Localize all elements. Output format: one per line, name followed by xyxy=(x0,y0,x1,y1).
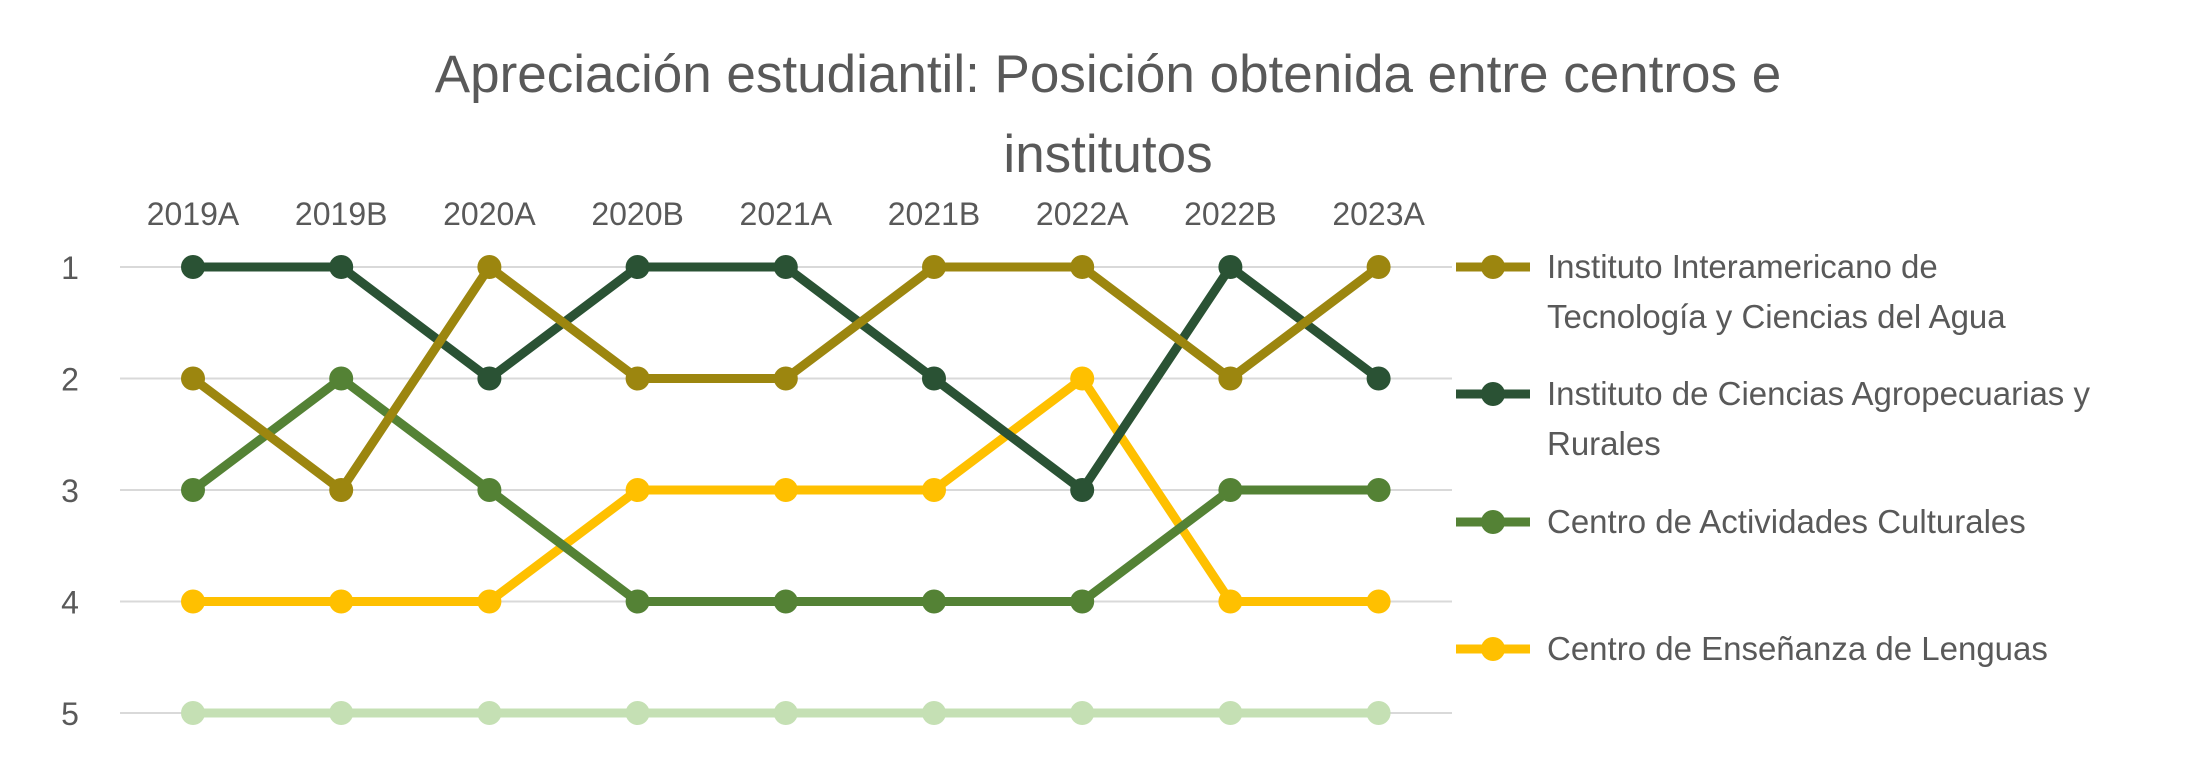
series-point xyxy=(329,478,354,502)
series-point xyxy=(1070,366,1095,391)
series-point xyxy=(329,255,354,279)
series-point xyxy=(625,255,650,279)
series-point xyxy=(181,255,205,279)
legend-swatch-marker xyxy=(1481,255,1505,279)
series-point xyxy=(625,701,650,725)
series-point xyxy=(329,366,354,391)
series-point xyxy=(922,366,946,391)
x-tick-label: 2021A xyxy=(740,196,833,232)
series-point xyxy=(1218,255,1243,279)
series-point xyxy=(773,701,798,725)
y-tick-label: 2 xyxy=(61,362,79,398)
x-tick-label: 2020A xyxy=(443,196,536,232)
x-tick-label: 2020B xyxy=(591,196,684,232)
series-point xyxy=(1218,366,1243,391)
series-point xyxy=(922,478,946,502)
series-point xyxy=(625,366,650,391)
y-tick-label: 5 xyxy=(61,696,79,732)
series-point xyxy=(625,589,650,614)
series-point xyxy=(477,478,502,502)
chart-title-line-1: Apreciación estudiantil: Posición obteni… xyxy=(435,45,1781,104)
series-point xyxy=(922,701,946,725)
series-point xyxy=(1366,366,1391,391)
series-lines xyxy=(181,255,1391,725)
series-point xyxy=(922,255,946,279)
y-axis-ticks: 1 2 3 4 5 xyxy=(61,250,79,732)
series-1 xyxy=(181,255,1391,502)
series-point xyxy=(477,255,502,279)
x-tick-label: 2022B xyxy=(1184,196,1277,232)
x-tick-label: 2021B xyxy=(888,196,981,232)
y-tick-label: 1 xyxy=(61,250,79,286)
legend-label: Tecnología y Ciencias del Agua xyxy=(1547,298,2006,335)
series-point xyxy=(1070,478,1095,502)
series-5 xyxy=(181,701,1391,725)
series-point xyxy=(1070,589,1095,614)
series-point xyxy=(773,255,798,279)
x-tick-label: 2019A xyxy=(147,196,240,232)
series-point xyxy=(181,478,205,502)
series-point xyxy=(477,589,502,614)
legend-label: Centro de Enseñanza de Lenguas xyxy=(1547,630,2048,667)
series-point xyxy=(625,478,650,502)
series-point xyxy=(1366,478,1391,502)
series-point xyxy=(181,589,205,614)
series-point xyxy=(1218,589,1243,614)
series-point xyxy=(922,589,946,614)
series-point xyxy=(1366,589,1391,614)
chart-title: Apreciación estudiantil: Posición obteni… xyxy=(435,45,1781,184)
series-point xyxy=(329,589,354,614)
series-point xyxy=(1366,255,1391,279)
legend-swatch-marker xyxy=(1481,637,1505,661)
series-point xyxy=(773,366,798,391)
series-point xyxy=(1070,255,1095,279)
legend-swatch-marker xyxy=(1481,510,1505,534)
x-tick-label: 2019B xyxy=(295,196,388,232)
series-point xyxy=(1070,701,1095,725)
series-point xyxy=(329,701,354,725)
series-point xyxy=(181,366,205,391)
series-point xyxy=(1218,478,1243,502)
series-point xyxy=(477,701,502,725)
series-point xyxy=(773,589,798,614)
series-point xyxy=(1366,701,1391,725)
legend-item: Instituto de Ciencias Agropecuarias y Rur… xyxy=(1456,375,2090,462)
x-tick-label: 2023A xyxy=(1332,196,1425,232)
series-point xyxy=(181,701,205,725)
chart-title-line-2: institutos xyxy=(1003,125,1212,184)
legend-item: Centro de Actividades Culturales xyxy=(1456,503,2026,540)
legend-swatch-marker xyxy=(1481,382,1505,406)
x-tick-label: 2022A xyxy=(1036,196,1129,232)
legend: Instituto Interamericano de Tecnología y … xyxy=(1456,248,2090,667)
series-point xyxy=(773,478,798,502)
legend-label: Centro de Actividades Culturales xyxy=(1547,503,2026,540)
y-tick-label: 3 xyxy=(61,473,79,509)
x-axis-ticks: 2019A 2019B 2020A 2020B 2021A 2021B 2022A 2022B… xyxy=(147,196,1426,232)
series-point xyxy=(477,366,502,391)
legend-label: Instituto de Ciencias Agropecuarias y xyxy=(1547,375,2090,412)
legend-item: Instituto Interamericano de Tecnología y … xyxy=(1456,248,2006,335)
y-tick-label: 4 xyxy=(61,585,79,621)
legend-label: Instituto Interamericano de xyxy=(1547,248,1938,285)
series-point xyxy=(1218,701,1243,725)
legend-item: Centro de Enseñanza de Lenguas xyxy=(1456,630,2048,667)
legend-label: Rurales xyxy=(1547,425,1661,462)
